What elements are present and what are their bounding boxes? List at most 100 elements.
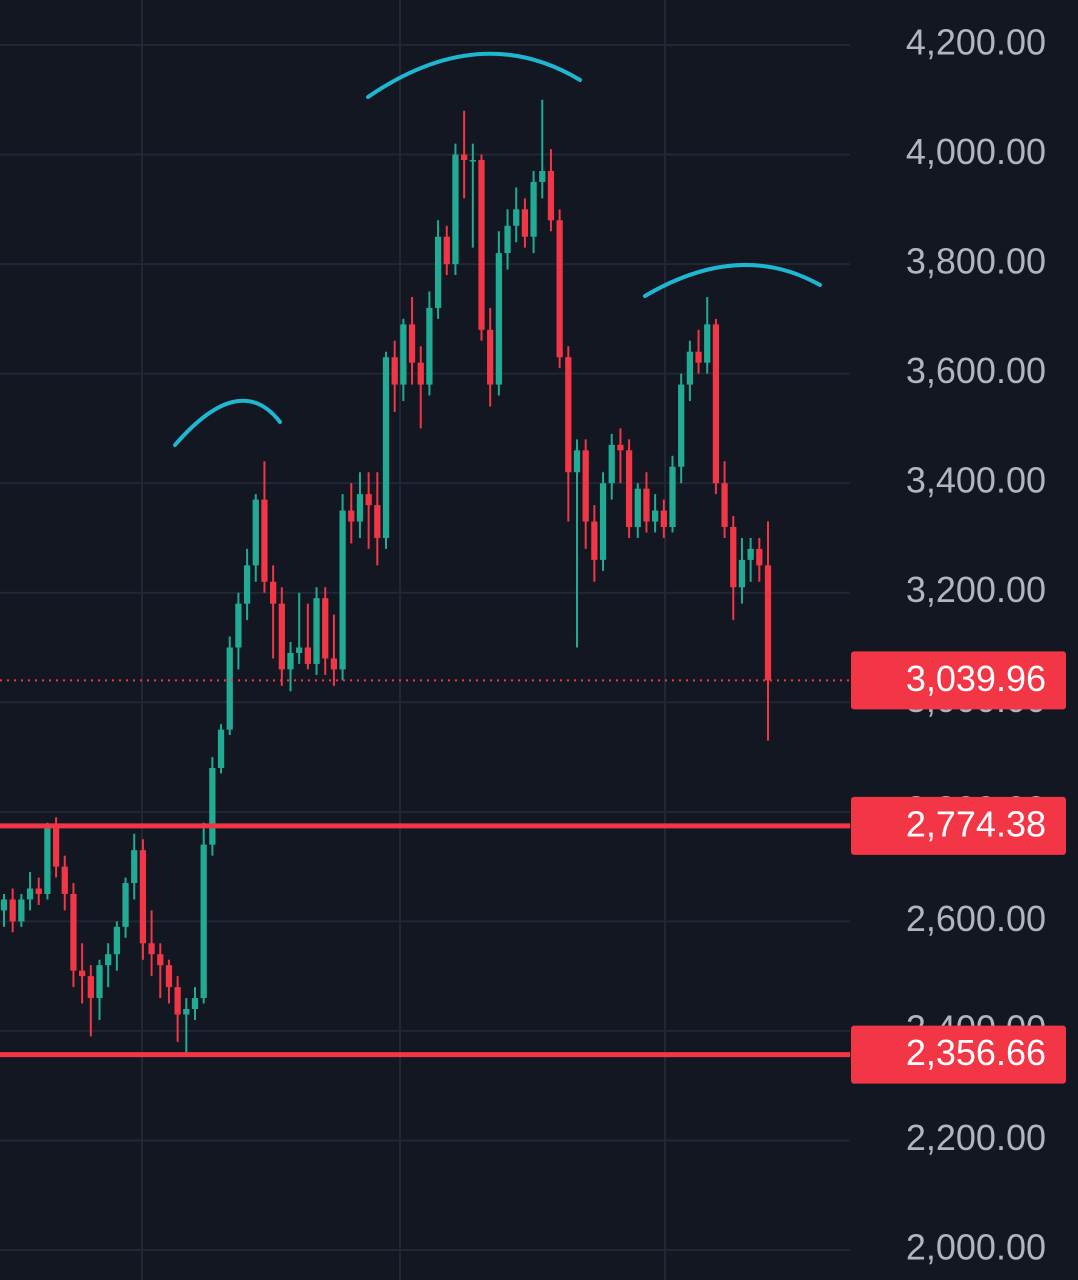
candles — [0, 99, 772, 1055]
candle-body — [296, 647, 303, 653]
candle-body — [617, 444, 624, 451]
candle-body — [652, 510, 659, 522]
arc-left-shoulder — [173, 398, 282, 447]
candle-body — [113, 926, 120, 955]
candle-body — [530, 181, 537, 237]
candle-body — [738, 559, 746, 588]
candle-body — [287, 652, 294, 670]
grid — [0, 44, 850, 1251]
candle-body — [513, 209, 520, 226]
candle-body — [79, 970, 86, 977]
candle-body — [547, 170, 555, 221]
candle-body — [18, 899, 25, 922]
y-tick-label: 4,200.00 — [906, 22, 1046, 63]
candle-body — [678, 384, 685, 467]
candle-body — [139, 850, 147, 944]
levels: 2,774.38 2,356.66 3,039.96 — [0, 651, 1066, 1084]
candle-body — [669, 466, 676, 527]
candle-body — [608, 444, 615, 484]
candle-body — [625, 450, 633, 527]
candle-body — [44, 828, 51, 894]
y-tick-label: 2,600.00 — [906, 898, 1046, 939]
y-tick-label: 3,200.00 — [906, 569, 1046, 610]
y-tick-label: 2,200.00 — [906, 1117, 1046, 1158]
candle-body — [686, 351, 693, 385]
candle-body — [157, 954, 164, 966]
candle-body — [469, 160, 476, 162]
candle-body — [704, 324, 711, 363]
y-tick-label: 4,000.00 — [906, 131, 1046, 172]
y-tick-label: 3,600.00 — [906, 350, 1046, 391]
y-tick-label: 3,800.00 — [906, 241, 1046, 282]
candle-body — [9, 899, 16, 922]
candle-body — [426, 307, 433, 385]
candle-body — [582, 450, 589, 522]
arc-right-shoulder — [643, 262, 822, 298]
arc-head — [366, 51, 582, 99]
price-badge — [851, 651, 1066, 710]
candle-body — [365, 494, 372, 506]
candle-body — [747, 548, 754, 560]
candle-body — [374, 505, 381, 538]
candle-body — [174, 987, 181, 1015]
candle-body — [556, 220, 563, 358]
vertical-grid — [141, 0, 666, 1280]
candle-body — [382, 357, 390, 538]
candle-body — [26, 888, 34, 900]
candle-body — [209, 768, 216, 845]
candle-body — [434, 236, 442, 308]
candle-body — [495, 253, 502, 385]
candle-body — [183, 1009, 190, 1015]
candle-body — [87, 976, 94, 999]
candle-body — [539, 170, 546, 182]
candle-body — [96, 965, 103, 999]
candle-body — [148, 943, 155, 955]
candle-body — [721, 483, 728, 527]
candle-body — [417, 362, 424, 385]
candle-body — [322, 598, 329, 659]
price-badge — [851, 1025, 1066, 1084]
candle-body — [0, 899, 8, 911]
candle-body — [200, 844, 207, 999]
candle-body — [226, 647, 233, 730]
candle-body — [730, 527, 737, 588]
candle-body — [252, 499, 259, 566]
candle-body — [400, 324, 407, 385]
candle-body — [391, 357, 398, 385]
candle-body — [122, 883, 129, 927]
candle-body — [235, 603, 242, 648]
candle-body — [339, 510, 346, 670]
candle-body — [573, 450, 581, 473]
y-tick-label: 3,400.00 — [906, 460, 1046, 501]
candle-body — [408, 324, 416, 363]
price-badge-label: 2,356.66 — [906, 1032, 1046, 1073]
candle-body — [70, 893, 77, 971]
candle-body — [131, 850, 138, 884]
candle-body — [330, 658, 338, 670]
candle-body — [243, 565, 251, 604]
candle-body — [634, 488, 641, 527]
candle-body — [191, 998, 199, 1009]
price-badge — [851, 796, 1066, 855]
candle-body — [599, 483, 607, 560]
candle-body — [313, 598, 320, 664]
candle-body — [105, 954, 112, 966]
price-badge-label: 2,774.38 — [906, 803, 1046, 844]
candle-body — [356, 494, 364, 522]
candle-body — [591, 521, 598, 560]
candle-body — [643, 488, 650, 522]
candle-body — [565, 357, 572, 473]
candle-body — [695, 351, 702, 363]
candle-body — [756, 548, 763, 566]
candle-body — [304, 647, 311, 664]
candle-body — [52, 828, 60, 867]
candle-body — [61, 866, 68, 894]
candle-body — [504, 225, 511, 254]
candle-body — [217, 729, 225, 768]
candle-body — [348, 510, 355, 522]
candle-body — [487, 329, 494, 385]
candle-body — [452, 154, 459, 265]
candle-body — [261, 499, 268, 582]
candle-body — [35, 888, 42, 894]
